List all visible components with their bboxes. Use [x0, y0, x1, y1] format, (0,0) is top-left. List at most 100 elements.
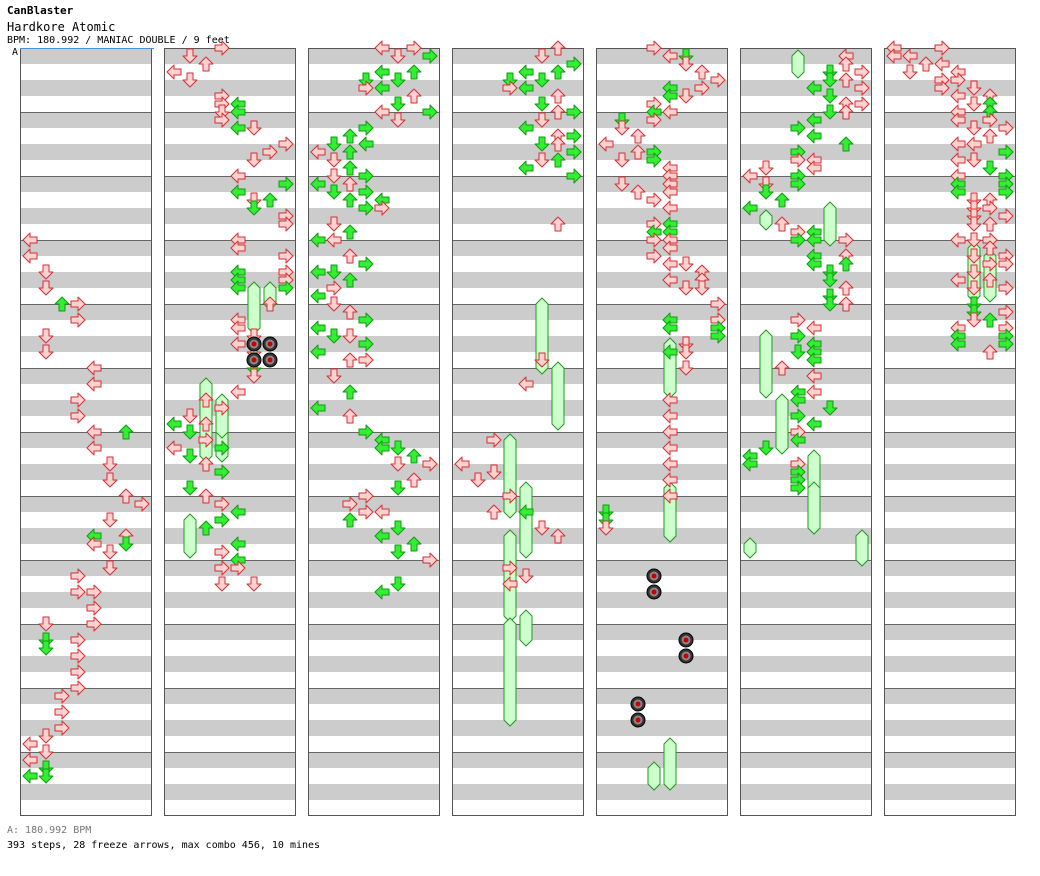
step-arrow-up: [838, 296, 854, 312]
step-arrow-down: [966, 152, 982, 168]
step-arrow-right: [214, 40, 230, 56]
step-arrow-right: [358, 312, 374, 328]
step-arrow-right: [214, 400, 230, 416]
freeze-arrow: [247, 281, 261, 335]
step-arrow-down: [326, 328, 342, 344]
step-arrow-right: [70, 632, 86, 648]
segment-marker-line: [20, 48, 154, 49]
step-arrow-right: [358, 424, 374, 440]
step-arrow-right: [566, 144, 582, 160]
step-arrow-left: [662, 200, 678, 216]
step-arrow-down: [822, 296, 838, 312]
step-arrow-left: [742, 200, 758, 216]
step-arrow-down: [598, 520, 614, 536]
step-arrow-down: [38, 616, 54, 632]
step-arrow-down: [534, 520, 550, 536]
step-statistics: 393 steps, 28 freeze arrows, max combo 4…: [7, 840, 321, 851]
step-arrow-left: [950, 136, 966, 152]
step-arrow-down: [614, 176, 630, 192]
step-arrow-right: [54, 688, 70, 704]
step-arrow-right: [198, 432, 214, 448]
step-arrow-down: [246, 200, 262, 216]
step-arrow-up: [630, 184, 646, 200]
step-arrow-down: [534, 96, 550, 112]
step-arrow-down: [38, 328, 54, 344]
step-arrow-right: [646, 192, 662, 208]
step-arrow-left: [950, 88, 966, 104]
step-arrow-left: [230, 536, 246, 552]
step-arrow-right: [502, 560, 518, 576]
step-arrow-up: [982, 272, 998, 288]
step-arrow-left: [662, 88, 678, 104]
step-arrow-down: [390, 456, 406, 472]
step-arrow-right: [838, 232, 854, 248]
step-arrow-right: [358, 352, 374, 368]
step-arrow-right: [358, 488, 374, 504]
step-arrow-left: [790, 432, 806, 448]
step-arrow-down: [38, 768, 54, 784]
step-arrow-left: [806, 232, 822, 248]
step-arrow-left: [230, 280, 246, 296]
step-arrow-right: [998, 336, 1014, 352]
step-arrow-left: [374, 440, 390, 456]
step-arrow-right: [998, 280, 1014, 296]
step-arrow-down: [358, 72, 374, 88]
step-arrow-right: [70, 296, 86, 312]
step-arrow-right: [70, 392, 86, 408]
step-arrow-left: [662, 344, 678, 360]
step-arrow-left: [22, 752, 38, 768]
step-arrow-left: [518, 504, 534, 520]
step-arrow-down: [390, 480, 406, 496]
step-arrow-down: [966, 232, 982, 248]
step-arrow-left: [662, 48, 678, 64]
step-arrow-down: [390, 48, 406, 64]
step-arrow-left: [230, 120, 246, 136]
step-arrow-left: [662, 472, 678, 488]
step-arrow-down: [182, 408, 198, 424]
freeze-arrow: [791, 49, 805, 79]
step-arrow-up: [630, 128, 646, 144]
step-arrow-left: [230, 384, 246, 400]
step-arrow-right: [70, 312, 86, 328]
step-arrow-down: [966, 120, 982, 136]
step-arrow-down: [614, 152, 630, 168]
step-arrow-down: [102, 472, 118, 488]
step-arrow-up: [982, 240, 998, 256]
step-arrow-left: [230, 240, 246, 256]
step-arrow-right: [790, 232, 806, 248]
freeze-arrow: [759, 329, 773, 399]
step-arrow-down: [678, 256, 694, 272]
step-arrow-up: [342, 160, 358, 176]
step-arrow-up: [550, 88, 566, 104]
step-arrow-left: [662, 184, 678, 200]
step-arrow-left: [230, 104, 246, 120]
freeze-arrow: [807, 481, 821, 535]
step-arrow-up: [838, 256, 854, 272]
freeze-arrow: [759, 209, 773, 231]
step-arrow-down: [822, 72, 838, 88]
step-arrow-left: [310, 288, 326, 304]
step-arrow-left: [806, 128, 822, 144]
step-arrow-right: [214, 496, 230, 512]
step-arrow-right: [998, 144, 1014, 160]
step-arrow-left: [502, 576, 518, 592]
step-arrow-left: [230, 320, 246, 336]
step-arrow-down: [678, 360, 694, 376]
step-arrow-right: [646, 248, 662, 264]
step-arrow-left: [806, 368, 822, 384]
step-arrow-left: [374, 584, 390, 600]
step-arrow-down: [966, 248, 982, 264]
step-arrow-up: [342, 128, 358, 144]
step-arrow-right: [998, 208, 1014, 224]
step-arrow-down: [102, 512, 118, 528]
step-arrow-down: [326, 296, 342, 312]
step-arrow-up: [838, 136, 854, 152]
step-arrow-up: [982, 128, 998, 144]
mine-icon: [646, 584, 662, 600]
freeze-arrow: [503, 433, 517, 519]
step-arrow-up: [198, 416, 214, 432]
step-arrow-left: [86, 376, 102, 392]
step-arrow-right: [710, 328, 726, 344]
step-arrow-up: [694, 64, 710, 80]
step-arrow-right: [982, 256, 998, 272]
